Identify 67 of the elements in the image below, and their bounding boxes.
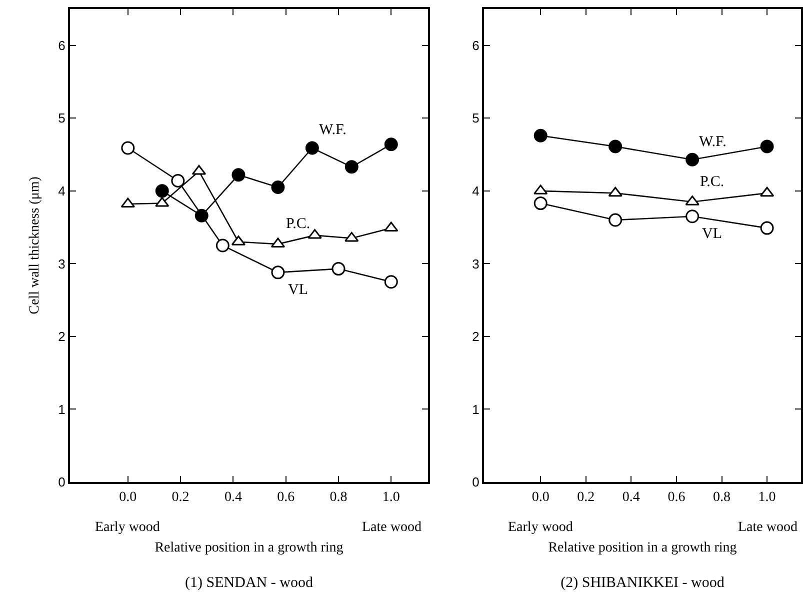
y-tick-label: 6 bbox=[58, 38, 66, 53]
series-label: VL bbox=[288, 282, 308, 298]
point bbox=[384, 138, 398, 152]
y-tick-label: 0 bbox=[472, 474, 480, 490]
point bbox=[760, 186, 774, 197]
point bbox=[171, 174, 185, 188]
point bbox=[344, 232, 359, 242]
y-tick-label: 3 bbox=[472, 256, 480, 272]
x-tick-label: 0.0 bbox=[532, 490, 550, 505]
point bbox=[534, 196, 548, 210]
point bbox=[686, 210, 700, 224]
point bbox=[608, 186, 622, 197]
point bbox=[271, 266, 285, 280]
x-tick-label: 0.2 bbox=[577, 490, 595, 505]
y-tick-label: 4 bbox=[472, 183, 480, 198]
point bbox=[121, 141, 135, 155]
x-tick-label: 0.2 bbox=[172, 490, 190, 505]
x-tick-label: 0.6 bbox=[277, 490, 295, 505]
y-axis-title: Cell wall thickness (μm) bbox=[27, 176, 42, 314]
y-tick-label: 0 bbox=[58, 474, 66, 490]
series-label: VL bbox=[702, 226, 722, 242]
y-tick-label: 6 bbox=[472, 38, 480, 53]
y-tick-label: 2 bbox=[472, 329, 480, 344]
y-tick-label: 4 bbox=[58, 183, 66, 198]
x-axis-title: Relative position in a growth ring bbox=[548, 540, 737, 556]
x-tick-label: 0.6 bbox=[668, 490, 686, 505]
text: Early wood bbox=[508, 520, 573, 535]
point bbox=[332, 262, 346, 276]
x-tick-label: 1.0 bbox=[758, 490, 776, 505]
y-tick-label: 1 bbox=[58, 402, 66, 417]
text: (2) SHIBANIKKEI - wood bbox=[560, 574, 725, 591]
x-tick-label: 0.4 bbox=[224, 490, 242, 505]
series-label: P.C. bbox=[286, 216, 310, 232]
x-tick-label: 0.4 bbox=[622, 490, 640, 505]
text: (1) SENDAN - wood bbox=[185, 574, 314, 591]
x-tick-label: 0.0 bbox=[119, 490, 137, 505]
point bbox=[760, 221, 774, 235]
point bbox=[608, 213, 622, 227]
point bbox=[534, 128, 548, 142]
y-tick-label: 5 bbox=[472, 110, 480, 126]
y-tick-label: 1 bbox=[472, 402, 480, 417]
series-label: P.C. bbox=[700, 174, 724, 190]
y-tick-label: 3 bbox=[58, 256, 66, 272]
point bbox=[216, 238, 230, 252]
point bbox=[305, 141, 319, 155]
point bbox=[232, 168, 246, 182]
x-axis-title: Relative position in a growth ring bbox=[154, 540, 344, 556]
x-tick-label: 0.8 bbox=[330, 490, 348, 505]
point bbox=[155, 184, 169, 198]
y-tick-label: 2 bbox=[58, 329, 66, 344]
y-tick-label: 5 bbox=[58, 110, 66, 126]
point bbox=[608, 140, 622, 154]
point bbox=[384, 222, 398, 232]
x-tick-label: 0.8 bbox=[713, 490, 730, 505]
series-label: W.F. bbox=[699, 134, 726, 150]
point bbox=[384, 275, 398, 289]
text: Late wood bbox=[362, 520, 422, 535]
point bbox=[120, 198, 136, 208]
point bbox=[271, 180, 285, 194]
point bbox=[686, 152, 700, 166]
text: Late wood bbox=[738, 520, 798, 535]
x-tick-label: 1.0 bbox=[382, 490, 400, 505]
point bbox=[344, 160, 358, 174]
point bbox=[760, 140, 774, 154]
text: Early wood bbox=[95, 520, 160, 535]
point bbox=[270, 238, 286, 248]
series-label: W.F. bbox=[319, 122, 346, 138]
